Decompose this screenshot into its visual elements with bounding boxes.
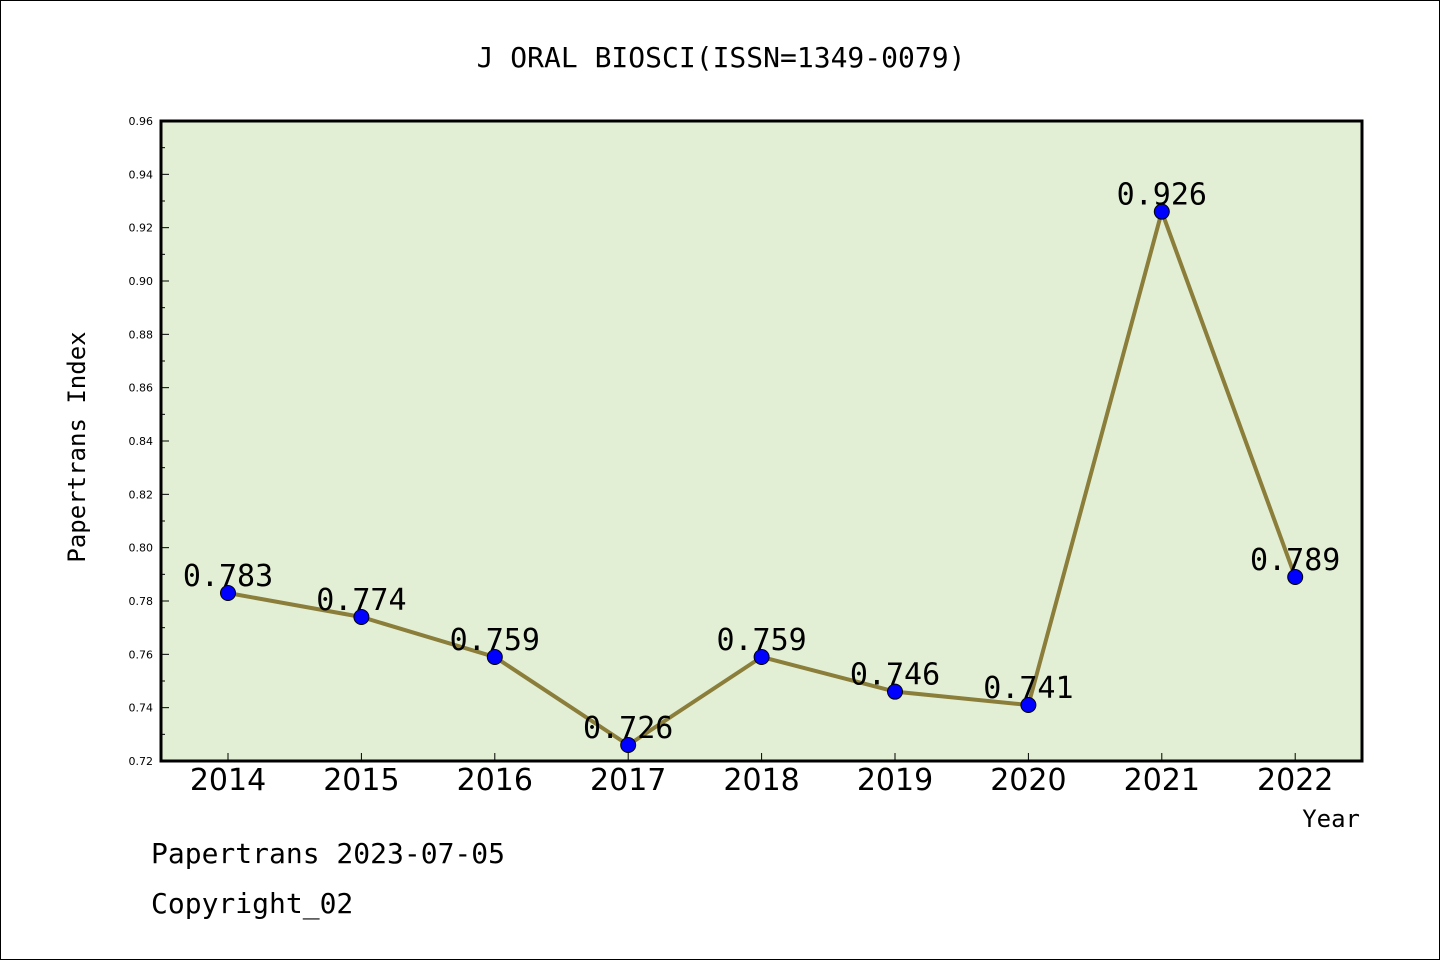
data-label: 0.774 — [316, 583, 406, 618]
footer-date: Papertrans 2023-07-05 — [151, 837, 506, 870]
data-point — [353, 609, 370, 625]
data-point — [220, 585, 236, 601]
y-tick-label: 0.74 — [129, 702, 154, 715]
y-axis-label: Papertrans Index — [63, 331, 91, 562]
data-label: 0.789 — [1250, 543, 1340, 578]
y-tick-label: 0.84 — [129, 435, 154, 448]
data-point — [486, 649, 503, 665]
data-point — [753, 649, 770, 665]
data-label: 0.926 — [1117, 178, 1207, 213]
x-axis-label: Year — [1302, 805, 1360, 833]
x-tick-label: 2014 — [190, 763, 266, 798]
y-tick-label: 0.80 — [129, 542, 154, 555]
footer-copyright: Copyright_02 — [151, 887, 354, 920]
data-label: 0.759 — [716, 623, 806, 658]
x-tick-label: 2017 — [590, 763, 666, 798]
x-axis: 2014 2015 2016 2017 2018 2019 2020 2021 2022 — [190, 753, 1333, 798]
data-point — [1153, 203, 1170, 220]
y-tick-label: 0.78 — [129, 595, 154, 608]
data-points — [220, 203, 1304, 753]
plot-area — [159, 119, 1364, 763]
data-label: 0.783 — [183, 559, 273, 594]
y-tick-label: 0.96 — [129, 115, 154, 128]
data-label: 0.759 — [450, 623, 540, 658]
data-label: 0.746 — [850, 658, 940, 693]
x-tick-label: 2019 — [857, 763, 933, 798]
y-tick-label: 0.88 — [129, 328, 154, 341]
y-tick-label: 0.86 — [129, 382, 154, 395]
y-tick-label: 0.82 — [129, 488, 154, 501]
data-point — [1287, 569, 1304, 585]
y-axis: 0.72 0.74 0.76 0.78 0.80 0.82 0.84 0.86 0.88 0.90… — [129, 115, 169, 768]
y-tick-label: 0.92 — [129, 222, 154, 235]
data-label: 0.741 — [983, 671, 1073, 706]
data-label: 0.726 — [583, 711, 673, 746]
chart-title: J ORAL BIOSCI(ISSN=1349-0079) — [477, 41, 966, 74]
x-tick-label: 2020 — [990, 763, 1066, 798]
x-tick-label: 2016 — [457, 763, 533, 798]
data-labels: 0.783 0.774 0.759 0.726 0.759 0.746 0.741 0.926… — [183, 178, 1341, 746]
y-tick-label: 0.72 — [129, 755, 154, 768]
y-tick-label: 0.90 — [129, 275, 154, 288]
x-tick-label: 2021 — [1124, 763, 1200, 798]
data-point — [887, 683, 903, 700]
x-tick-label: 2018 — [723, 763, 799, 798]
x-tick-label: 2015 — [323, 763, 399, 798]
y-tick-label: 0.76 — [129, 648, 154, 661]
y-tick-label: 0.94 — [129, 168, 154, 181]
data-point — [620, 737, 637, 753]
x-tick-label: 2022 — [1257, 763, 1333, 798]
data-point — [1020, 697, 1037, 713]
